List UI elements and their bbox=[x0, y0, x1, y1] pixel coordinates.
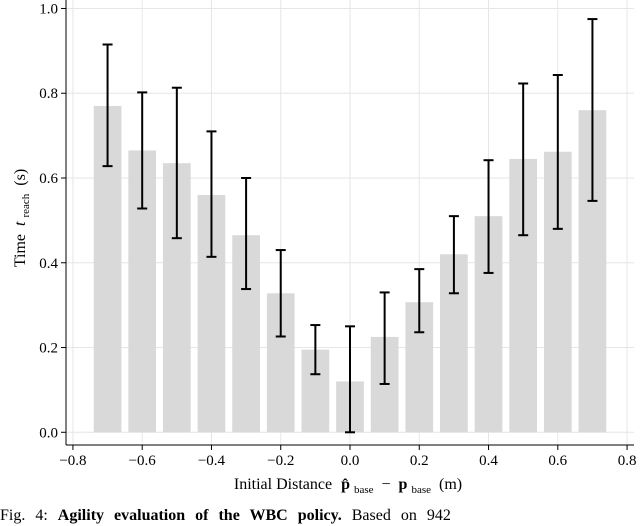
y-tick-label-0: 0.0 bbox=[39, 425, 58, 441]
x-tick-label-3: −0.2 bbox=[267, 453, 294, 469]
bar-chart: −0.8 −0.6 −0.4 −0.2 0.0 0.2 0.4 0.6 0.80.00.20.4… bbox=[12, 0, 636, 497]
figure-caption: Fig. 4: Agility evaluation of the WBC po… bbox=[0, 506, 640, 526]
y-axis-label-var: t bbox=[12, 221, 29, 226]
x-axis-label-minus: − bbox=[382, 476, 391, 493]
x-axis-label-unit: (m) bbox=[439, 476, 462, 493]
y-axis-label-unit: (s) bbox=[12, 169, 29, 186]
x-axis-label-sub1: base bbox=[354, 484, 374, 496]
y-axis-label-sub: reach bbox=[20, 193, 32, 217]
y-tick-label-5: 1.0 bbox=[39, 1, 58, 17]
y-tick-label-2: 0.4 bbox=[39, 256, 58, 272]
x-axis-label-sub2: base bbox=[411, 484, 431, 496]
x-axis-label-p: p bbox=[399, 476, 408, 493]
x-tick-label-0: −0.8 bbox=[59, 453, 86, 469]
x-axis-label: Initial Distance p̂ base − p base (m) bbox=[234, 476, 462, 497]
caption-prefix: Fig. 4: bbox=[0, 507, 48, 524]
x-tick-label-5: 0.2 bbox=[410, 453, 429, 469]
x-axis-label-phat: p̂ bbox=[341, 476, 350, 493]
x-tick-label-8: 0.8 bbox=[618, 453, 637, 469]
x-tick-label-7: 0.6 bbox=[548, 453, 567, 469]
caption-rest: Based on 942 bbox=[351, 507, 451, 524]
caption-bold: Agility evaluation of the WBC policy. bbox=[57, 507, 342, 524]
y-tick-label-3: 0.6 bbox=[39, 171, 58, 187]
grid-lines bbox=[66, 0, 634, 445]
x-tick-label-2: −0.4 bbox=[198, 453, 226, 469]
x-axis-label-text: Initial Distance bbox=[234, 476, 332, 493]
x-tick-label-1: −0.6 bbox=[129, 453, 157, 469]
x-tick-label-6: 0.4 bbox=[479, 453, 498, 469]
y-axis-label-text: Time bbox=[12, 234, 29, 267]
axes bbox=[61, 0, 634, 450]
y-axis-label: Time t reach (s) bbox=[12, 169, 33, 267]
y-tick-label-4: 0.8 bbox=[39, 86, 58, 102]
error-bars bbox=[102, 18, 598, 434]
tick-labels: −0.8 −0.6 −0.4 −0.2 0.0 0.2 0.4 0.6 0.8 0.0 0.2 0.4… bbox=[39, 1, 636, 469]
y-tick-label-1: 0.2 bbox=[39, 341, 58, 357]
x-tick-label-4: 0.0 bbox=[341, 453, 360, 469]
